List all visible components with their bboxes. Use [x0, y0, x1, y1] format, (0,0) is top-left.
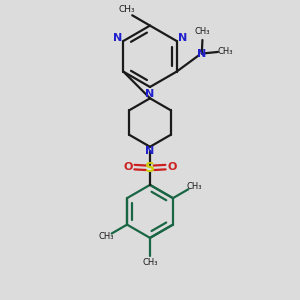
Text: S: S — [145, 161, 155, 175]
Text: N: N — [146, 89, 154, 99]
Text: CH₃: CH₃ — [142, 258, 158, 267]
Text: N: N — [197, 49, 206, 58]
Text: CH₃: CH₃ — [186, 182, 202, 190]
Text: N: N — [113, 33, 122, 43]
Text: O: O — [167, 162, 177, 172]
Text: N: N — [178, 33, 187, 43]
Text: CH₃: CH₃ — [195, 27, 210, 36]
Text: N: N — [146, 146, 154, 156]
Text: O: O — [123, 162, 133, 172]
Text: CH₃: CH₃ — [217, 47, 233, 56]
Text: CH₃: CH₃ — [98, 232, 114, 241]
Text: CH₃: CH₃ — [118, 5, 135, 14]
